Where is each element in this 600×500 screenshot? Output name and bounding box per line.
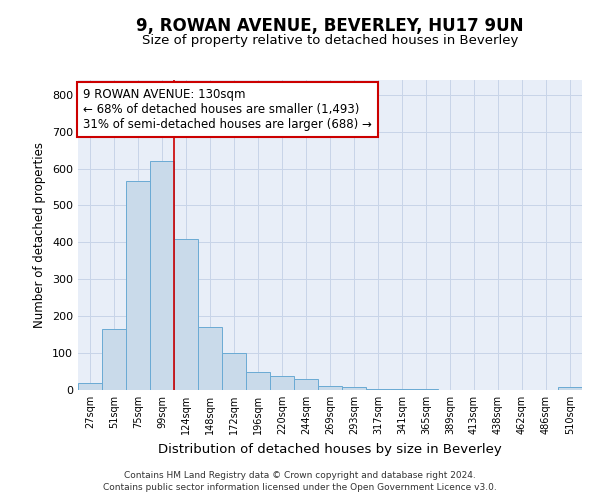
Bar: [342, 387, 366, 390]
Bar: [102, 329, 126, 390]
Bar: [126, 182, 150, 390]
Bar: [150, 161, 174, 390]
Text: Contains HM Land Registry data © Crown copyright and database right 2024.: Contains HM Land Registry data © Crown c…: [124, 471, 476, 480]
X-axis label: Distribution of detached houses by size in Beverley: Distribution of detached houses by size …: [158, 442, 502, 456]
Bar: [174, 238, 198, 390]
Text: 9, ROWAN AVENUE, BEVERLEY, HU17 9UN: 9, ROWAN AVENUE, BEVERLEY, HU17 9UN: [136, 18, 524, 36]
Bar: [198, 326, 222, 390]
Bar: [222, 353, 246, 390]
Bar: [318, 386, 342, 390]
Bar: [294, 379, 318, 390]
Text: Size of property relative to detached houses in Beverley: Size of property relative to detached ho…: [142, 34, 518, 47]
Bar: [246, 372, 270, 390]
Bar: [270, 376, 294, 390]
Text: Contains public sector information licensed under the Open Government Licence v3: Contains public sector information licen…: [103, 484, 497, 492]
Bar: [558, 388, 582, 390]
Y-axis label: Number of detached properties: Number of detached properties: [34, 142, 46, 328]
Text: 9 ROWAN AVENUE: 130sqm
← 68% of detached houses are smaller (1,493)
31% of semi-: 9 ROWAN AVENUE: 130sqm ← 68% of detached…: [83, 88, 372, 130]
Bar: [366, 389, 390, 390]
Bar: [78, 384, 102, 390]
